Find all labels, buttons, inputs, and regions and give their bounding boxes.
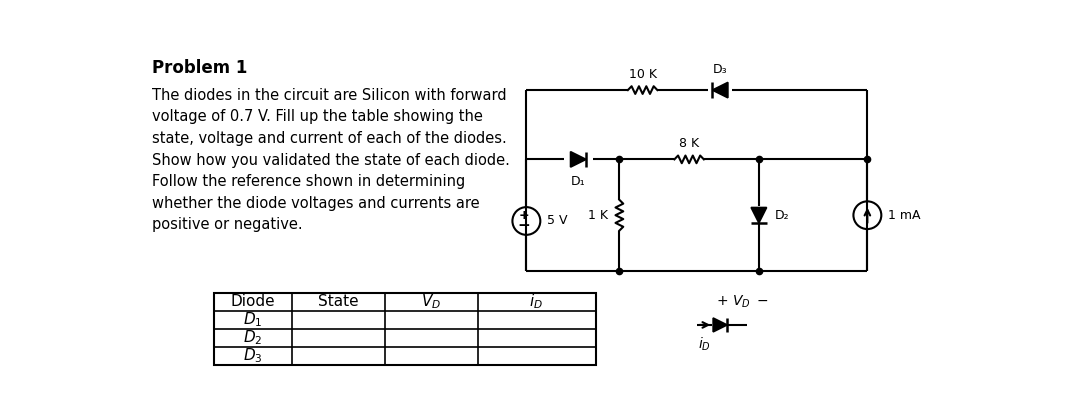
Text: $V_D$: $V_D$ [421, 292, 441, 311]
Text: 1 K: 1 K [588, 208, 608, 222]
Text: $D_3$: $D_3$ [243, 347, 262, 365]
Text: D₃: D₃ [713, 63, 728, 76]
Text: $D_2$: $D_2$ [243, 329, 262, 347]
Text: Problem 1: Problem 1 [152, 59, 247, 77]
Polygon shape [713, 318, 727, 332]
Text: −: − [517, 219, 530, 234]
Text: Diode: Diode [230, 294, 275, 309]
Text: D₁: D₁ [571, 175, 585, 188]
Text: 10 K: 10 K [629, 68, 657, 81]
Text: $+ \ V_D \ -$: $+ \ V_D \ -$ [716, 293, 769, 309]
Text: $i_D$: $i_D$ [699, 336, 712, 353]
Text: State: State [318, 294, 359, 309]
Bar [214, 293, 596, 365]
Polygon shape [713, 83, 728, 98]
Text: The diodes in the circuit are Silicon with forward
voltage of 0.7 V. Fill up the: The diodes in the circuit are Silicon wi… [152, 88, 510, 232]
Text: +: + [518, 209, 529, 223]
Text: $D_1$: $D_1$ [243, 310, 262, 329]
Polygon shape [570, 152, 586, 167]
Text: 1 mA: 1 mA [888, 208, 920, 222]
Text: $i_D$: $i_D$ [529, 292, 543, 311]
Text: 8 K: 8 K [679, 137, 699, 150]
Polygon shape [751, 208, 767, 223]
Text: D₂: D₂ [774, 208, 789, 222]
Text: 5 V: 5 V [546, 214, 567, 228]
